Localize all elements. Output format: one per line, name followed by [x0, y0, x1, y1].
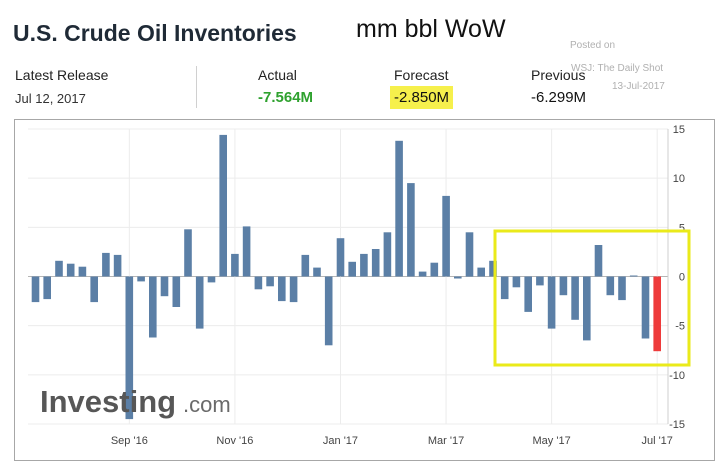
previous-value: -6.299M [531, 89, 587, 106]
bar [512, 276, 521, 288]
bar [137, 276, 145, 282]
latest-bar [653, 276, 661, 352]
bar [278, 276, 286, 302]
bar [606, 276, 615, 296]
bar [348, 261, 356, 277]
bar [113, 254, 122, 277]
watermark-suffix: .com [183, 392, 231, 417]
bar [477, 267, 485, 277]
bar [371, 249, 380, 277]
bar [102, 252, 110, 277]
bar [618, 276, 626, 301]
y-tick-label: 0 [679, 272, 685, 284]
y-tick-label: 10 [673, 173, 685, 185]
actual-label: Actual [258, 67, 297, 83]
bar [465, 232, 474, 277]
forecast-label: Forecast [394, 67, 449, 83]
bar [583, 276, 591, 341]
bar [629, 275, 638, 277]
bar [266, 276, 274, 287]
actual-value: -7.564M [258, 89, 314, 106]
y-tick-label: 15 [673, 124, 685, 136]
bar [254, 276, 263, 290]
bar [149, 276, 157, 338]
bar [489, 260, 497, 277]
bar [31, 276, 40, 303]
x-tick-label: Mar '17 [428, 435, 464, 447]
bar [547, 276, 556, 329]
x-tick-label: Jan '17 [323, 435, 358, 447]
bar [160, 276, 169, 297]
bar [407, 183, 415, 277]
bar [360, 253, 368, 277]
bar [207, 276, 216, 283]
watermark-brand: Investing [40, 384, 176, 419]
bar [559, 276, 568, 296]
y-tick-label: -10 [669, 370, 685, 382]
bar [536, 276, 544, 286]
bar [571, 276, 579, 320]
bar [395, 140, 403, 277]
bar [641, 276, 650, 339]
posted-by-text: WSJ: The Daily Shot [571, 63, 664, 74]
latest-release-date: Jul 12, 2017 [15, 91, 86, 106]
bar [430, 262, 439, 277]
x-tick-label: Jul '17 [641, 435, 672, 447]
bar [172, 276, 181, 307]
y-tick-label: -5 [675, 321, 685, 333]
bar [43, 276, 51, 300]
chart-title: U.S. Crude Oil Inventories [13, 20, 297, 46]
x-tick-label: Sep '16 [111, 435, 148, 447]
latest-release-label: Latest Release [15, 67, 109, 83]
bar [242, 226, 251, 277]
posted-on-text: Posted on [570, 40, 616, 51]
x-tick-label: May '17 [533, 435, 571, 447]
bar [454, 276, 462, 279]
chart-subtitle: mm bbl WoW [356, 15, 506, 43]
bar [125, 276, 134, 420]
previous-label: Previous [531, 67, 586, 83]
bar [524, 276, 532, 312]
bar [184, 229, 192, 277]
bar [324, 276, 333, 346]
stats-divider [196, 66, 197, 108]
forecast-value: -2.850M [390, 86, 454, 109]
bar [336, 238, 345, 277]
bar [231, 253, 239, 277]
bar [195, 276, 204, 329]
bar [55, 260, 63, 277]
bar [78, 266, 87, 277]
x-tick-label: Nov '16 [216, 435, 253, 447]
bar [313, 267, 321, 277]
bar [301, 254, 310, 277]
y-tick-label: -15 [669, 419, 685, 431]
bar [594, 245, 603, 277]
chart-frame [14, 119, 715, 461]
bar [90, 276, 98, 303]
bar [442, 195, 450, 277]
bar [500, 276, 509, 300]
watermark-logo: Investing .com [40, 384, 231, 419]
posted-date-text: 13-Jul-2017 [612, 81, 665, 92]
bar [418, 271, 427, 277]
y-tick-label: 5 [679, 222, 685, 234]
highlight-box [493, 229, 691, 367]
bar [66, 263, 75, 277]
bar [219, 134, 227, 277]
bar [383, 232, 392, 277]
bar [289, 276, 298, 303]
forecast-highlight: -2.850M [390, 86, 454, 109]
